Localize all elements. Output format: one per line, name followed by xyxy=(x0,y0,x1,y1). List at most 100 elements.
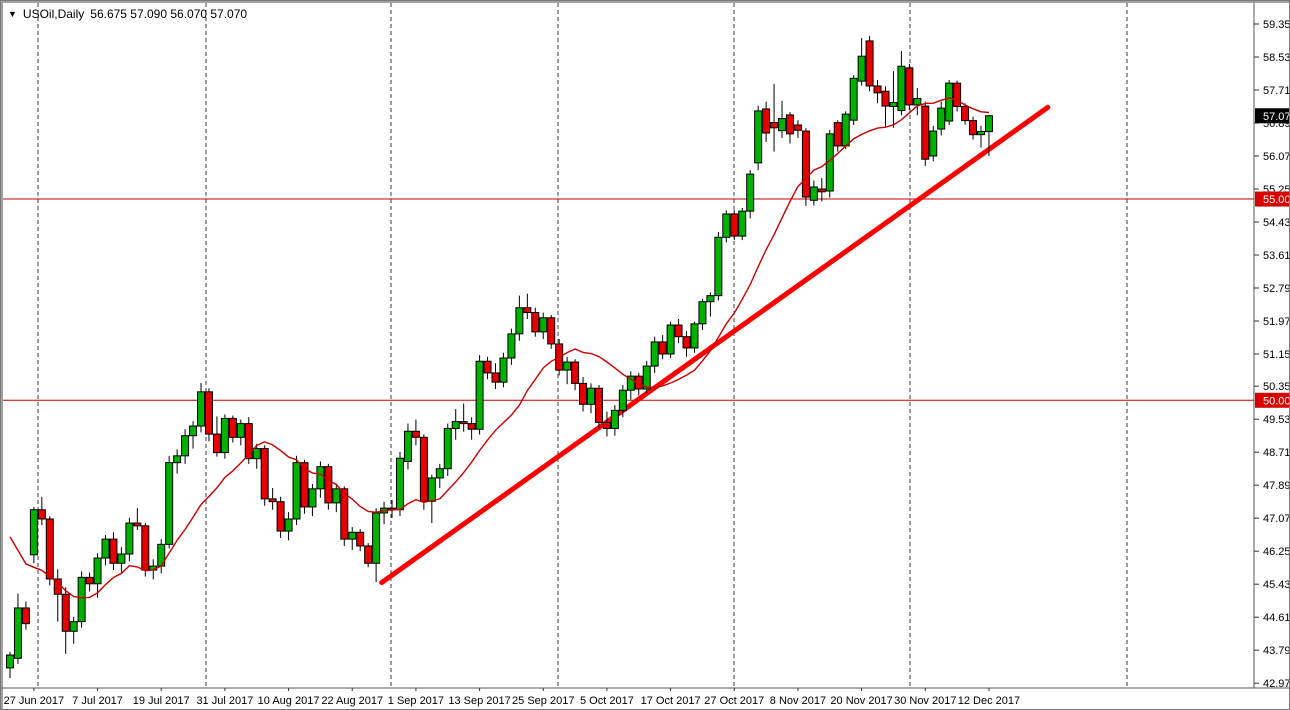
candle-body xyxy=(45,518,54,580)
candle-body xyxy=(897,65,906,112)
candle-body xyxy=(674,324,683,338)
candle-body xyxy=(181,435,190,457)
price-axis-label: 51.970 xyxy=(1263,316,1290,328)
candle-body xyxy=(284,518,293,532)
candle-body xyxy=(125,522,134,555)
candle-body xyxy=(141,525,150,571)
date-axis-label: 27 Jun 2017 xyxy=(4,695,65,707)
price-axis-label: 56.070 xyxy=(1263,151,1290,163)
trendline[interactable] xyxy=(379,104,1051,586)
symbol-dropdown-icon[interactable]: ▼ xyxy=(8,8,17,19)
candle-body xyxy=(69,621,78,632)
price-axis-label: 51.150 xyxy=(1263,349,1290,361)
candle-body xyxy=(929,130,938,157)
candle-body xyxy=(340,488,349,540)
date-axis-label: 19 Jul 2017 xyxy=(133,695,190,707)
price-axis-label: 48.710 xyxy=(1263,447,1290,459)
price-axis-label: 52.790 xyxy=(1263,283,1290,295)
candle-body xyxy=(411,430,420,438)
candle-body xyxy=(133,522,142,527)
candle-body xyxy=(658,341,667,355)
candle-body xyxy=(976,130,985,136)
candle-body xyxy=(539,317,548,333)
date-axis-label: 27 Oct 2017 xyxy=(704,695,764,707)
candle-body xyxy=(969,120,978,136)
candle-body xyxy=(276,501,285,532)
candle-body xyxy=(754,110,763,164)
candle-body xyxy=(722,213,731,238)
candle-body xyxy=(841,113,850,147)
price-axis-label: 58.530 xyxy=(1263,52,1290,64)
price-axis-label: 47.890 xyxy=(1263,480,1290,492)
price-axis-label: 57.710 xyxy=(1263,85,1290,97)
candle-body xyxy=(730,213,739,237)
candle-body xyxy=(953,82,962,108)
candle-body xyxy=(801,130,810,198)
candle-body xyxy=(499,357,508,383)
candle-body xyxy=(833,122,842,147)
candle-body xyxy=(523,307,532,314)
candle-body xyxy=(348,531,357,540)
candle-body xyxy=(626,375,635,391)
candle-body xyxy=(459,421,468,425)
price-axis-label: 53.610 xyxy=(1263,250,1290,262)
price-axis-label: 54.430 xyxy=(1263,217,1290,229)
date-axis-label: 12 Dec 2017 xyxy=(958,695,1020,707)
candle-body xyxy=(945,82,954,122)
price-axis-label: 42.970 xyxy=(1263,678,1290,690)
candle-body xyxy=(618,389,627,411)
candle-body xyxy=(937,107,946,130)
candle-body xyxy=(507,333,516,359)
candle-body xyxy=(475,360,484,430)
chart-title: ▼ USOil,Daily 56.675 57.090 56.070 57.07… xyxy=(8,7,247,21)
level-price-tag-bg xyxy=(1255,191,1289,207)
candle-body xyxy=(491,372,500,383)
candle-body xyxy=(746,173,755,212)
ohlc-values: 56.675 57.090 56.070 57.070 xyxy=(90,7,248,21)
candle-body xyxy=(332,488,341,504)
candle-body xyxy=(531,312,540,333)
candle-body xyxy=(21,607,30,625)
candle-body xyxy=(197,391,206,427)
last-price-tag-bg xyxy=(1255,108,1289,124)
candle-body xyxy=(849,77,858,121)
candle-body xyxy=(316,466,325,490)
candle-body xyxy=(236,423,245,438)
candle-body xyxy=(706,295,715,303)
candle-body xyxy=(889,101,898,108)
candle-body xyxy=(905,67,914,106)
candle-body xyxy=(173,455,182,464)
candle-body xyxy=(395,457,404,511)
candle-body xyxy=(268,498,277,503)
price-axis-label: 47.070 xyxy=(1263,513,1290,525)
candle-body xyxy=(61,593,70,632)
candle-body xyxy=(579,382,588,405)
candle-body xyxy=(427,477,436,502)
candle-body xyxy=(690,323,699,349)
price-axis-label: 45.430 xyxy=(1263,579,1290,591)
candle-body xyxy=(666,324,675,355)
candle-body xyxy=(117,553,126,564)
candle-body xyxy=(913,97,922,106)
price-axis-label: 50.350 xyxy=(1263,381,1290,393)
date-axis-label: 30 Nov 2017 xyxy=(894,695,956,707)
candle-body xyxy=(85,576,94,585)
candle-body xyxy=(483,360,492,374)
candle-body xyxy=(610,409,619,429)
date-axis-label: 20 Nov 2017 xyxy=(830,695,892,707)
candle-body xyxy=(587,387,596,405)
date-axis-label: 17 Oct 2017 xyxy=(641,695,701,707)
candle-body xyxy=(435,468,444,479)
candle-body xyxy=(714,236,723,297)
price-axis-label: 44.610 xyxy=(1263,612,1290,624)
candle-body xyxy=(793,124,802,131)
candle-body xyxy=(785,114,794,135)
price-axis-label: 59.350 xyxy=(1263,19,1290,31)
candle-body xyxy=(650,341,659,367)
candle-body xyxy=(364,545,373,564)
candle-body xyxy=(634,375,643,390)
date-axis-label: 25 Sep 2017 xyxy=(512,695,574,707)
price-axis-label: 43.790 xyxy=(1263,645,1290,657)
candle-body xyxy=(29,509,38,556)
